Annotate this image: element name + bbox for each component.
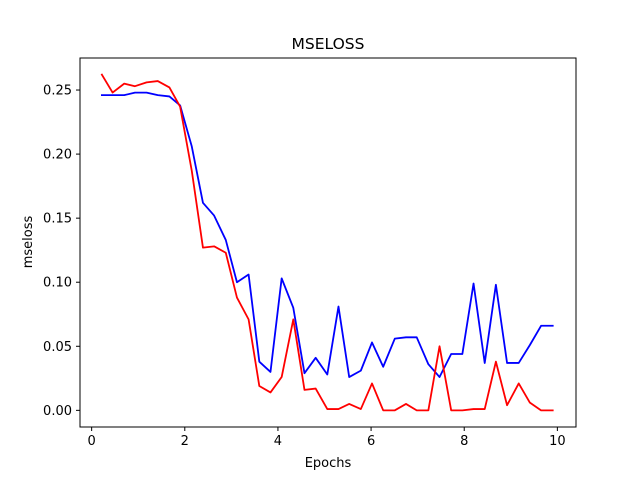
plot-lines (100, 73, 554, 412)
y-tick-label: 0.25 (43, 84, 72, 99)
x-tick-label: 2 (181, 434, 189, 449)
x-tick-label: 6 (367, 434, 375, 449)
y-tick-label: 0.15 (43, 212, 72, 227)
x-tick-label: 8 (460, 434, 468, 449)
x-tick-label: 0 (88, 434, 96, 449)
series-line-1 (100, 91, 554, 378)
series-line-2 (100, 73, 554, 412)
y-tick-label: 0.05 (43, 340, 72, 355)
y-tick-label: 0.20 (43, 148, 72, 163)
y-axis-label: mseloss (21, 216, 36, 269)
y-tick-label: 0.10 (43, 276, 72, 291)
x-tick-label: 10 (549, 434, 566, 449)
x-axis-label: Epochs (305, 456, 352, 471)
y-tick-label: 0.00 (43, 404, 72, 419)
y-axis-ticks: 0.00 0.05 0.10 0.15 0.20 0.25 (43, 84, 80, 419)
plot-frame (79, 57, 577, 428)
x-axis-ticks: 0 2 4 6 8 10 (88, 427, 566, 449)
chart-title: MSELOSS (292, 35, 365, 53)
x-tick-label: 4 (274, 434, 282, 449)
